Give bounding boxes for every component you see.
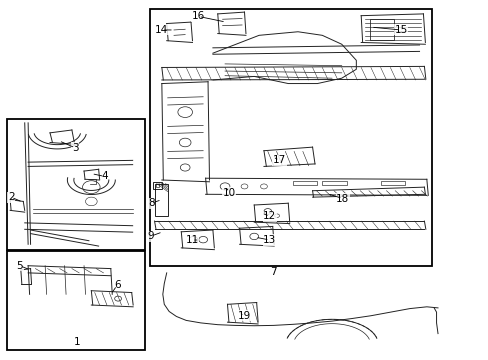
Bar bbox=[292, 181, 317, 185]
Text: 18: 18 bbox=[335, 194, 348, 203]
Bar bbox=[369, 19, 393, 40]
Text: 7: 7 bbox=[270, 267, 276, 277]
Text: 11: 11 bbox=[185, 235, 198, 245]
Bar bbox=[149, 9, 431, 266]
Bar bbox=[7, 119, 144, 249]
Bar bbox=[322, 181, 346, 185]
Bar bbox=[380, 181, 404, 185]
Text: 17: 17 bbox=[272, 156, 285, 165]
Text: 1: 1 bbox=[73, 337, 80, 347]
Text: 15: 15 bbox=[394, 25, 407, 35]
Text: 6: 6 bbox=[114, 280, 120, 291]
Text: 12: 12 bbox=[263, 211, 276, 221]
Text: 2: 2 bbox=[8, 192, 15, 202]
Text: 5: 5 bbox=[17, 261, 23, 271]
Bar bbox=[7, 251, 144, 350]
Text: 3: 3 bbox=[72, 143, 79, 153]
Text: 19: 19 bbox=[237, 311, 251, 321]
Text: 4: 4 bbox=[101, 171, 107, 181]
Text: 13: 13 bbox=[263, 235, 276, 245]
Text: 9: 9 bbox=[147, 231, 154, 241]
Text: 16: 16 bbox=[191, 12, 204, 21]
Text: 10: 10 bbox=[222, 188, 235, 198]
Bar bbox=[153, 182, 162, 189]
Text: 14: 14 bbox=[155, 25, 168, 35]
Bar bbox=[156, 184, 159, 187]
Bar bbox=[154, 184, 167, 216]
Text: 8: 8 bbox=[147, 198, 154, 208]
